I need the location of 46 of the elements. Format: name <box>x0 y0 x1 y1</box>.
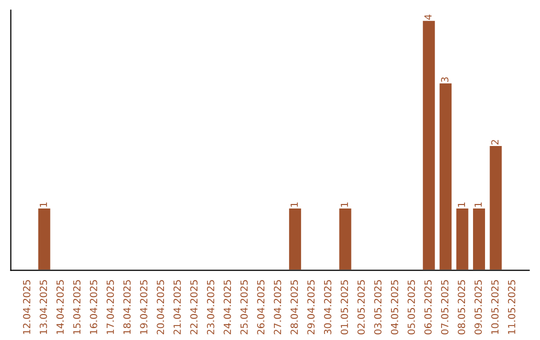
x-tick-label: 21.04.2025 <box>173 280 181 334</box>
x-tick-label: 07.05.2025 <box>441 280 448 334</box>
bar <box>338 207 353 270</box>
x-tick-label: 16.04.2025 <box>90 280 98 334</box>
x-tick-label: 15.04.2025 <box>73 280 81 334</box>
x-tick-label: 20.04.2025 <box>156 280 164 334</box>
x-tick-label: 06.05.2025 <box>424 280 432 334</box>
x-tick-label: 25.04.2025 <box>240 280 248 334</box>
x-tick-label: 03.05.2025 <box>374 280 382 334</box>
x-tick-label: 01.05.2025 <box>340 280 348 334</box>
bar <box>36 207 52 270</box>
x-tick-label: 18.04.2025 <box>123 280 131 334</box>
data-label: 3 <box>441 77 448 82</box>
x-tick-label: 26.04.2025 <box>257 280 264 334</box>
data-label: 1 <box>458 202 465 207</box>
x-tick-label: 29.04.2025 <box>307 280 315 334</box>
x-tick-label: 02.05.2025 <box>357 280 365 334</box>
x-tick-label: 30.04.2025 <box>324 280 332 334</box>
bar <box>288 207 302 270</box>
bar <box>421 20 436 270</box>
x-tick-label: 28.04.2025 <box>290 280 298 334</box>
x-tick-label: 11.05.2025 <box>508 280 516 334</box>
x-tick-label: 23.04.2025 <box>206 280 214 334</box>
bar <box>488 144 504 270</box>
data-label: 1 <box>290 202 298 207</box>
bar <box>454 207 470 270</box>
x-tick-label: 12.04.2025 <box>22 280 30 334</box>
x-tick-label: 27.04.2025 <box>274 280 282 334</box>
x-tick-label: 19.04.2025 <box>140 280 148 334</box>
x-tick-label: 09.05.2025 <box>474 280 482 334</box>
x-tick-label: 10.05.2025 <box>491 280 499 334</box>
data-label: 2 <box>491 140 498 145</box>
x-tick-label: 08.05.2025 <box>458 280 466 334</box>
data-label: 1 <box>340 202 348 207</box>
bar <box>472 207 486 270</box>
x-tick-label: 24.04.2025 <box>224 280 232 334</box>
data-label: 1 <box>40 202 47 207</box>
data-label: 4 <box>424 14 432 20</box>
x-tick-label: 05.05.2025 <box>408 280 415 334</box>
bar <box>438 82 453 270</box>
x-tick-label: 04.05.2025 <box>390 280 398 334</box>
x-tick-label: 17.04.2025 <box>106 280 114 334</box>
data-label: 1 <box>474 202 482 207</box>
x-tick-label: 13.04.2025 <box>40 280 48 334</box>
x-tick-label: 22.04.2025 <box>190 280 198 334</box>
x-tick-label: 14.04.2025 <box>56 280 64 334</box>
